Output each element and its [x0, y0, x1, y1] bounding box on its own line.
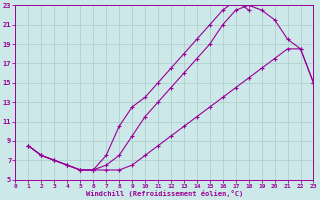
X-axis label: Windchill (Refroidissement éolien,°C): Windchill (Refroidissement éolien,°C) — [86, 190, 243, 197]
